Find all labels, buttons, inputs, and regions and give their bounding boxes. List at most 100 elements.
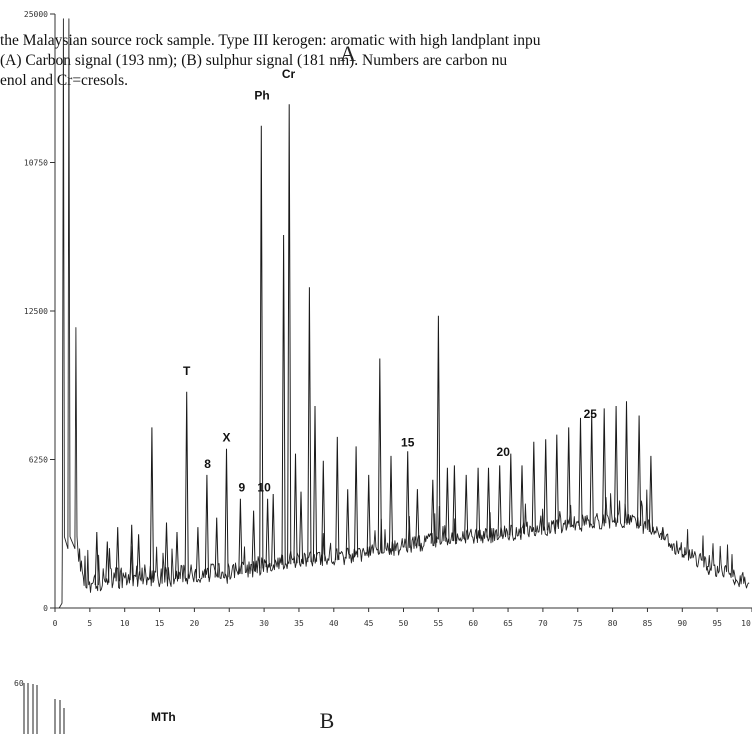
panel-label-b: B (320, 708, 335, 733)
peak-label-mth: MTh (151, 710, 176, 724)
peak (566, 427, 571, 528)
x-tick-label: 65 (503, 619, 513, 628)
peak (115, 527, 120, 582)
peak (129, 524, 134, 581)
peak (486, 467, 491, 538)
x-tick-label: 15 (155, 619, 165, 628)
peak (648, 455, 653, 533)
peak (259, 125, 264, 569)
peak (476, 467, 481, 539)
peak (706, 567, 711, 575)
peak (354, 446, 359, 558)
x-tick-label: 55 (434, 619, 444, 628)
peak (602, 408, 607, 524)
peak (312, 405, 318, 562)
x-tick-label: 5 (87, 619, 92, 628)
peak (637, 415, 642, 527)
peak (214, 517, 219, 578)
x-tick-label: 35 (294, 619, 304, 628)
x-tick-label: 30 (259, 619, 269, 628)
peak-line-b (54, 699, 65, 734)
peak-label: T (183, 364, 191, 378)
figure-caption: the Malaysian source rock sample. Type I… (0, 32, 752, 92)
peak (298, 491, 304, 563)
peak (345, 489, 350, 559)
peak (445, 467, 450, 542)
y-tick-label: 0 (43, 604, 48, 613)
peak-label: 10 (257, 481, 271, 495)
peak (238, 498, 243, 575)
peak (452, 465, 457, 542)
x-tick-label: 70 (538, 619, 548, 628)
peak (321, 460, 326, 562)
x-ticks-a: 0 5 10 15 20 25 30 35 40 45 50 55 60 65 70 75 80 85 90 95 10 (53, 608, 752, 628)
panel-label-a: A (340, 41, 356, 66)
peak-label: 20 (497, 445, 511, 459)
x-tick-label: 85 (643, 619, 653, 628)
peak (293, 453, 298, 564)
peak-label: Ph (254, 89, 269, 103)
peak (614, 405, 619, 523)
peak-label: X (222, 431, 230, 445)
peak (307, 287, 312, 563)
y-tick-label: 10750 (24, 159, 48, 168)
peak (281, 234, 286, 565)
y-tick-label: 6250 (29, 456, 48, 465)
peak (508, 453, 513, 536)
peak (436, 315, 441, 543)
peak (415, 489, 420, 547)
y-tick-label: 25000 (24, 10, 48, 19)
peak (578, 417, 583, 526)
peak (149, 427, 154, 580)
x-tick-label: 20 (190, 619, 200, 628)
peak (105, 541, 110, 583)
x-tick-label: 10 (120, 619, 130, 628)
peak (464, 474, 469, 540)
caption-line-2: (A) Carbon signal (193 nm); (B) sulphur … (0, 52, 508, 69)
peaks-a (94, 104, 737, 586)
peak (184, 391, 189, 579)
peak (271, 493, 276, 567)
chromatogram-panel-b: 60 MTh B (14, 679, 334, 734)
peak (164, 522, 169, 580)
peak (531, 441, 536, 533)
peak-labels-a: T 8X 9 10 Ph Cr 15 20 25 (183, 67, 597, 494)
peak (543, 439, 548, 531)
peak-label: 15 (401, 435, 415, 449)
x-tick-label: 25 (224, 619, 234, 628)
peak (519, 465, 525, 534)
caption-line-3: enol and Cr=cresols. (0, 72, 128, 89)
peak-label: 9 (238, 481, 245, 495)
peak (554, 434, 559, 529)
peak (204, 474, 209, 578)
peak (430, 479, 435, 544)
peak (377, 358, 382, 554)
peak (366, 474, 371, 556)
x-tick-label: 75 (573, 619, 583, 628)
chromatogram-panel-a: 0 6250 12500 10750 25000 0 5 10 15 20 25 30 35 40 45 5… (24, 10, 752, 628)
peak-label: 8 (204, 457, 211, 471)
peak (195, 527, 200, 579)
peak (251, 510, 256, 571)
peak (136, 534, 141, 580)
x-tick-label: 45 (364, 619, 374, 628)
peak (660, 527, 665, 541)
peak (681, 553, 686, 557)
x-tick-label: 50 (399, 619, 409, 628)
peak-label: Cr (282, 67, 296, 81)
y-ticks-a: 0 6250 12500 10750 25000 (24, 10, 55, 613)
x-tick-label: 80 (608, 619, 618, 628)
peak-label: 25 (584, 407, 598, 421)
x-tick-label: 0 (53, 619, 58, 628)
peak (497, 465, 502, 537)
peak (94, 531, 99, 586)
peak (265, 498, 270, 568)
y-tick-label: 12500 (24, 307, 48, 316)
peak (589, 413, 594, 525)
x-tick-label: 95 (712, 619, 722, 628)
y-tick-label-b: 60 (14, 679, 24, 688)
peak (335, 436, 340, 561)
signal-trace-a (58, 18, 750, 609)
peak (624, 401, 629, 524)
peak (224, 448, 229, 578)
